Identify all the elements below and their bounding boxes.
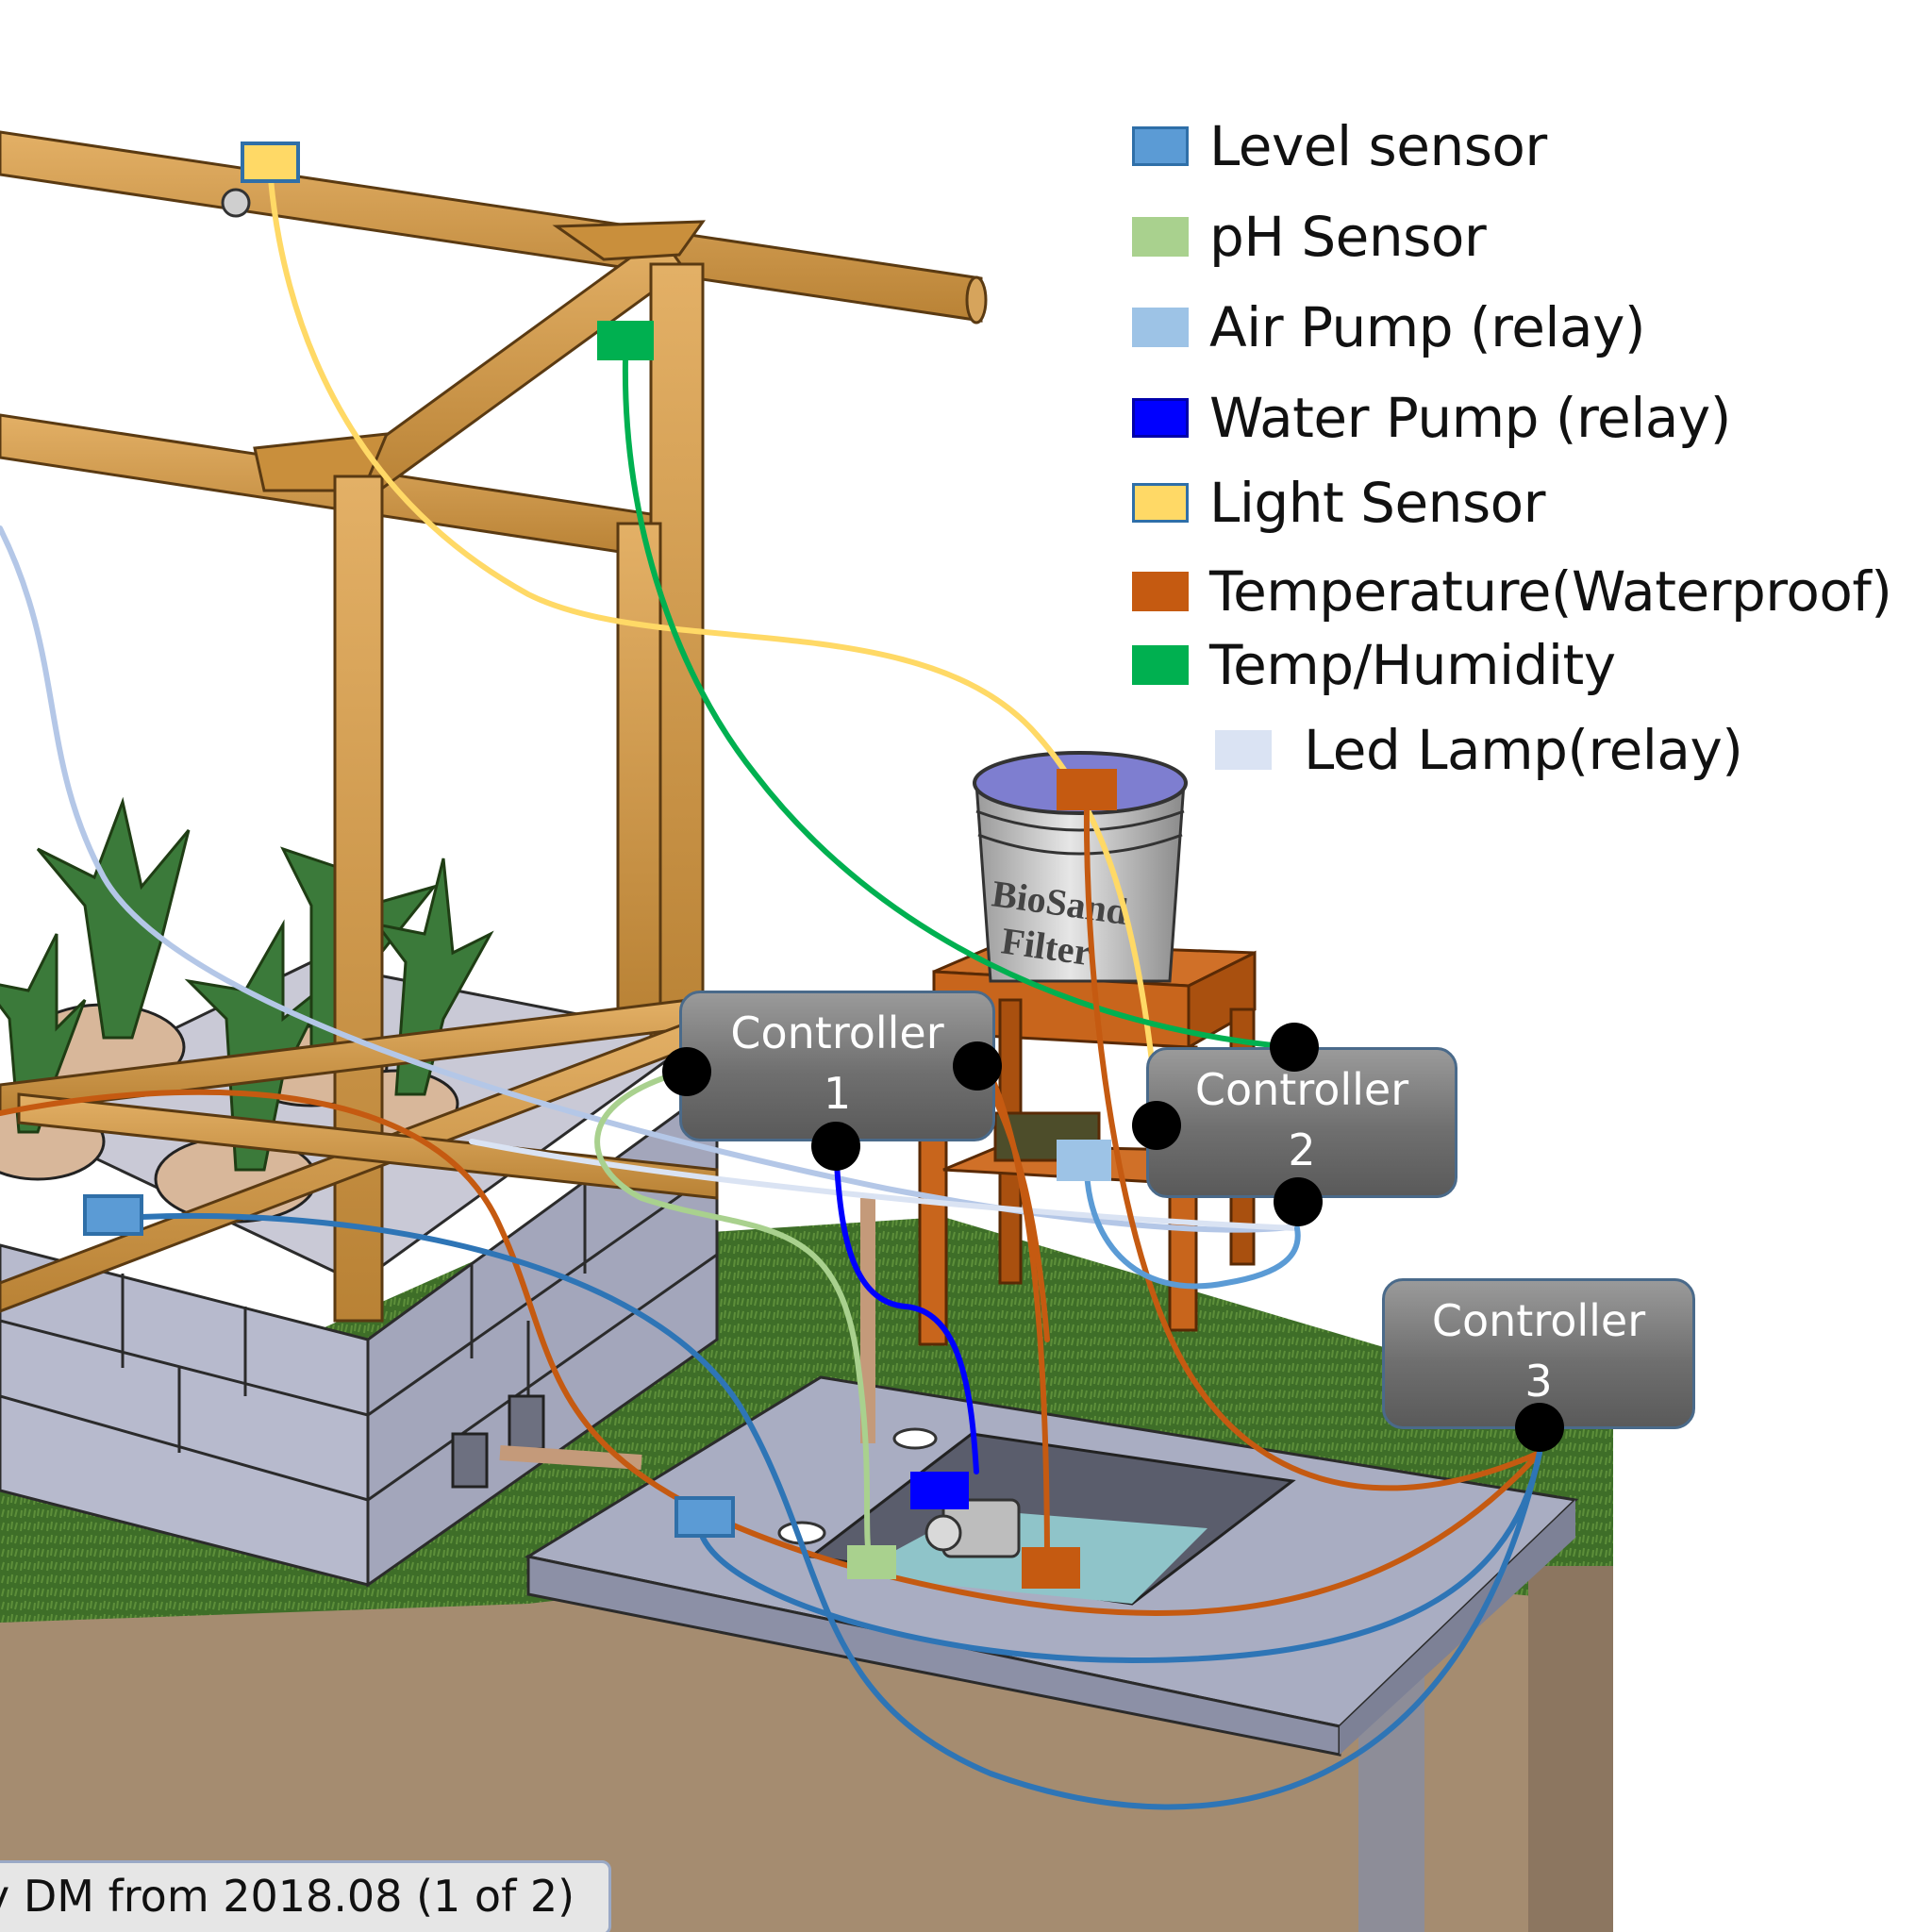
biosand-filter-bucket: BioSand Filter bbox=[973, 751, 1188, 983]
legend-swatch-level-sensor bbox=[1132, 126, 1189, 166]
frame-post-front bbox=[333, 475, 384, 1323]
ph-sensor-cable bbox=[594, 1068, 873, 1564]
plant bbox=[36, 796, 191, 1040]
controller-3-port-bottom bbox=[1515, 1403, 1564, 1452]
legend-swatch-temperature bbox=[1132, 572, 1189, 611]
controller-1-port-right bbox=[953, 1041, 1002, 1091]
legend-swatch-ph-sensor bbox=[1132, 217, 1189, 257]
light-sensor-marker bbox=[241, 142, 300, 183]
frame-bolt bbox=[221, 188, 251, 218]
legend-item-ph-sensor: pH Sensor bbox=[1132, 204, 1487, 270]
legend-swatch-temp-humidity bbox=[1132, 645, 1189, 685]
water-pump-marker bbox=[910, 1472, 969, 1509]
wooden-frame bbox=[0, 130, 988, 1323]
controller-2-port-left bbox=[1132, 1101, 1181, 1150]
ph-sensor-marker bbox=[847, 1545, 896, 1579]
controller-2-port-top bbox=[1270, 1023, 1319, 1072]
legend-item-temperature: Temperature(Waterproof) bbox=[1132, 558, 1892, 625]
sensor-markers bbox=[83, 142, 1117, 1589]
temperature-marker bbox=[1057, 769, 1117, 810]
legend-swatch-light-sensor bbox=[1132, 483, 1189, 523]
legend-item-air-pump: Air Pump (relay) bbox=[1132, 294, 1646, 360]
cables bbox=[0, 176, 1542, 1810]
bucket-ridges bbox=[975, 809, 1185, 856]
legend-label: Air Pump (relay) bbox=[1209, 295, 1646, 359]
frame-cross-beam bbox=[346, 233, 687, 498]
water-pump-cable bbox=[833, 1143, 979, 1474]
frame-beam-end bbox=[965, 275, 988, 325]
light-sensor-cable bbox=[268, 176, 1161, 1125]
level-sensor-marker bbox=[675, 1496, 735, 1538]
controller-1-number: 1 bbox=[823, 1068, 852, 1119]
legend-label: Water Pump (relay) bbox=[1209, 386, 1731, 450]
controller-2-label: Controller bbox=[1194, 1064, 1409, 1115]
tank-hole bbox=[892, 1427, 938, 1450]
air-pump-marker bbox=[1057, 1140, 1111, 1181]
legend-swatch-water-pump bbox=[1132, 398, 1189, 438]
air-pump-cable bbox=[1083, 1158, 1301, 1290]
legend-item-water-pump: Water Pump (relay) bbox=[1132, 385, 1731, 451]
legend-label: Led Lamp(relay) bbox=[1304, 718, 1743, 782]
soil-pit-wall bbox=[1528, 1566, 1613, 1932]
legend-item-led-lamp: Led Lamp(relay) bbox=[1215, 717, 1743, 783]
controller-1-label: Controller bbox=[730, 1008, 944, 1058]
legend-label: pH Sensor bbox=[1209, 205, 1487, 269]
level-sensor-cable bbox=[139, 1212, 1542, 1810]
controller-2-port-bottom bbox=[1274, 1177, 1323, 1226]
controller-1[interactable]: Controller 1 bbox=[679, 991, 995, 1141]
frame-post-mid bbox=[616, 522, 662, 1021]
controller-1-port-left bbox=[662, 1047, 711, 1096]
legend-swatch-air-pump bbox=[1132, 308, 1189, 347]
water-pump-body bbox=[924, 1498, 1021, 1558]
led-lamp-cable bbox=[469, 1139, 1300, 1231]
block-lines bbox=[0, 1168, 718, 1502]
frame-bracket bbox=[552, 220, 706, 261]
legend-item-level-sensor: Level sensor bbox=[1132, 113, 1547, 179]
controller-3-number: 3 bbox=[1524, 1356, 1553, 1407]
controller-1-port-bottom bbox=[811, 1122, 860, 1171]
temperature-marker bbox=[1022, 1547, 1080, 1589]
legend-swatch-led-lamp bbox=[1215, 730, 1272, 770]
legend-label: Temp/Humidity bbox=[1209, 633, 1616, 697]
led-lamp-cable bbox=[0, 525, 1300, 1233]
pump-inlet bbox=[924, 1514, 962, 1552]
frame-top-beam-back bbox=[0, 130, 983, 323]
block-vent bbox=[451, 1432, 489, 1489]
caption: y DM from 2018.08 (1 of 2) bbox=[0, 1860, 612, 1932]
legend-label: Temperature(Waterproof) bbox=[1209, 559, 1892, 624]
caption-text: y DM from 2018.08 (1 of 2) bbox=[0, 1871, 575, 1922]
controller-3-label: Controller bbox=[1431, 1295, 1646, 1346]
level-sensor-cable bbox=[700, 1450, 1542, 1664]
temperature-cable bbox=[1083, 799, 1542, 1491]
tank-slab-side bbox=[1340, 1500, 1575, 1755]
legend-label: Level sensor bbox=[1209, 114, 1547, 178]
legend-label: Light Sensor bbox=[1209, 471, 1546, 535]
temp-humidity-marker bbox=[597, 321, 654, 360]
legend-item-light-sensor: Light Sensor bbox=[1132, 470, 1546, 536]
level-sensor-marker bbox=[83, 1194, 143, 1236]
temperature-cable bbox=[974, 1044, 1050, 1569]
legend-item-temp-humidity: Temp/Humidity bbox=[1132, 632, 1616, 698]
temperature-cable bbox=[0, 1089, 1542, 1616]
block-vent bbox=[508, 1394, 545, 1451]
temp-humidity-cable bbox=[622, 356, 1295, 1050]
controller-2-number: 2 bbox=[1288, 1124, 1316, 1175]
